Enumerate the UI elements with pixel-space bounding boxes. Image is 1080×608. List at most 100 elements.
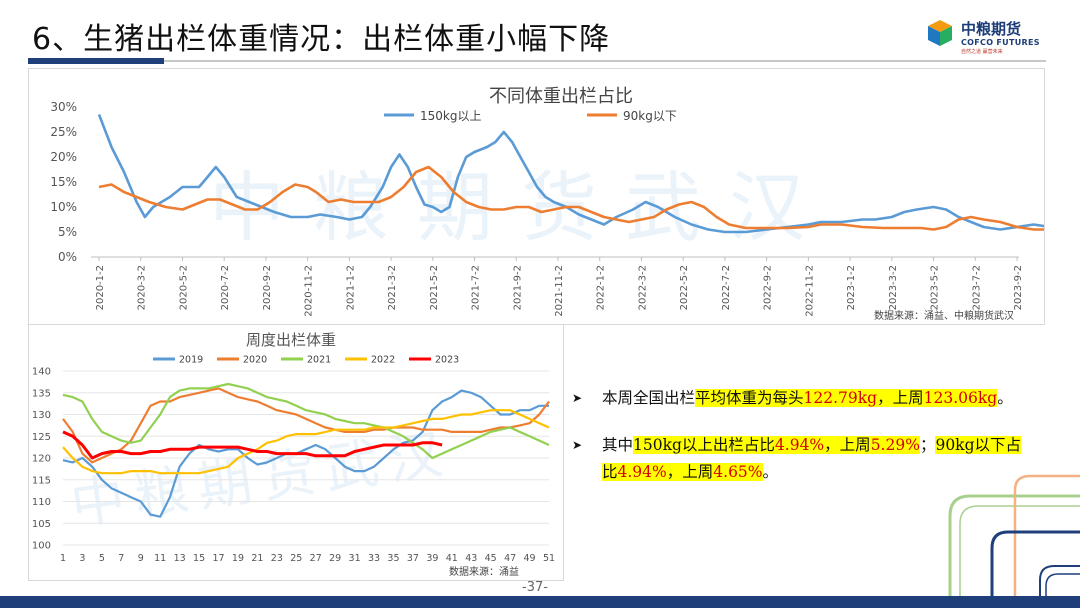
y-tick-label: 100 bbox=[32, 541, 51, 552]
bullet-segment: 上周 bbox=[892, 389, 924, 407]
x-tick-label: 2020-11-2 bbox=[304, 265, 315, 317]
x-tick-label: 39 bbox=[426, 553, 438, 564]
y-tick-label: 20% bbox=[50, 150, 77, 164]
y-tick-label: 130 bbox=[32, 410, 51, 421]
y-tick-label: 105 bbox=[32, 519, 51, 530]
chart2-source: 数据来源：涌益 bbox=[449, 565, 519, 578]
bullet-segment: ， bbox=[877, 389, 893, 407]
x-tick-label: 13 bbox=[174, 553, 186, 564]
bullet-segment: 4.94% bbox=[774, 436, 825, 454]
x-tick-label: 3 bbox=[79, 553, 85, 564]
bullet-segment: 平均体重为每头 bbox=[695, 389, 804, 407]
series-line-2021 bbox=[62, 382, 550, 460]
bullet-segment: ； bbox=[919, 436, 936, 454]
x-tick-label: 19 bbox=[232, 553, 244, 564]
x-tick-label: 2023-3-2 bbox=[888, 265, 899, 310]
bullet-marker-icon: ➤ bbox=[572, 438, 583, 452]
weight-share-chart: 中粮期货武汉 30% 25% 20% 15% 10% 5% 0% 2020-1-2 2020-3-… bbox=[28, 68, 1080, 325]
legend-label: 2023 bbox=[435, 355, 459, 366]
bullet-segment: 123.06kg bbox=[923, 389, 998, 407]
x-tick-label: 2021-7-2 bbox=[471, 265, 482, 310]
x-tick-label: 11 bbox=[154, 553, 166, 564]
x-tick-label: 2022-11-2 bbox=[804, 265, 815, 317]
footer-bar bbox=[0, 596, 1080, 608]
x-tick-label: 2020-7-2 bbox=[220, 265, 231, 310]
chart1-source: 数据来源：涌益、中粮期货武汉 bbox=[874, 309, 1014, 322]
x-tick-label: 5 bbox=[99, 553, 105, 564]
x-tick-label: 2021-11-2 bbox=[554, 265, 565, 317]
x-tick-label: 2022-9-2 bbox=[763, 265, 774, 310]
y-tick-label: 120 bbox=[32, 454, 51, 465]
x-tick-label: 27 bbox=[310, 553, 322, 564]
x-tick-label: 2022-1-2 bbox=[596, 265, 607, 310]
x-tick-label: 7 bbox=[118, 553, 124, 564]
x-tick-label: 41 bbox=[446, 553, 458, 564]
chart2-title: 周度出栏体重 bbox=[246, 331, 336, 349]
x-tick-label: 51 bbox=[543, 553, 555, 564]
cofco-logo: 中粮期货 COFCO FUTURES 自然之道 赢营未来 bbox=[925, 18, 1055, 58]
y-tick-label: 0% bbox=[58, 250, 77, 264]
weekly-weight-chart: 中粮期货武汉 140 135 130 125 120 115 110 105 100 1 3 5 7 9 11… bbox=[28, 324, 564, 581]
x-tick-label: 31 bbox=[349, 553, 361, 564]
x-tick-label: 23 bbox=[271, 553, 283, 564]
y-tick-label: 110 bbox=[32, 497, 51, 508]
x-tick-label: 2023-1-2 bbox=[846, 265, 857, 310]
legend-label: 2020 bbox=[243, 355, 267, 366]
x-tick-label: 2021-9-2 bbox=[512, 265, 523, 310]
bullet-marker-icon: ➤ bbox=[572, 391, 583, 405]
x-tick-label: 2023-5-2 bbox=[930, 265, 941, 310]
x-tick-label: 21 bbox=[251, 553, 263, 564]
x-tick-label: 2020-9-2 bbox=[262, 265, 273, 310]
x-tick-label: 2021-3-2 bbox=[387, 265, 398, 310]
corner-decoration bbox=[948, 474, 1080, 608]
series-line-150kg以上 bbox=[97, 114, 1080, 234]
bullet-2: ➤ 其中150kg以上出栏占比4.94%，上周5.29%；90kg以下占比4.94… bbox=[572, 432, 1032, 486]
bullet-segment: 4.94% bbox=[617, 463, 667, 481]
bullet-segment: 150kg以上出栏占比 bbox=[633, 436, 775, 454]
page-title: 6、生猪出栏体重情况：出栏体重小幅下降 bbox=[32, 22, 611, 57]
logo-tagline: 自然之道 赢营未来 bbox=[961, 49, 1003, 55]
y-tick-label: 135 bbox=[32, 388, 51, 399]
x-tick-label: 2023-7-2 bbox=[971, 265, 982, 310]
x-tick-label: 37 bbox=[407, 553, 419, 564]
series-line-2023 bbox=[62, 430, 443, 460]
y-tick-label: 10% bbox=[50, 200, 77, 214]
bullet-segment: 其中 bbox=[602, 436, 634, 454]
x-tick-label: 25 bbox=[290, 553, 302, 564]
legend-label: 2021 bbox=[307, 355, 331, 366]
x-tick-label: 2023-9-2 bbox=[1013, 265, 1024, 310]
bullet-1-text: 本周全国出栏平均体重为每头122.79kg，上周123.06kg。 bbox=[602, 389, 1013, 407]
x-tick-label: 2021-5-2 bbox=[429, 265, 440, 310]
bullet-segment: ，上周 bbox=[824, 436, 871, 454]
y-tick-label: 25% bbox=[50, 125, 77, 139]
x-tick-label: 49 bbox=[524, 553, 536, 564]
bullet-segment: 5.29% bbox=[870, 436, 920, 454]
summary-bullets: ➤ 本周全国出栏平均体重为每头122.79kg，上周123.06kg。 ➤ 其中15… bbox=[572, 385, 1032, 506]
legend-label: 2022 bbox=[371, 355, 395, 366]
y-tick-label: 30% bbox=[50, 100, 77, 114]
title-accent-bar bbox=[28, 58, 164, 64]
x-tick-label: 35 bbox=[387, 553, 399, 564]
logo-text-en: COFCO FUTURES bbox=[961, 38, 1040, 47]
legend-label: 90kg以下 bbox=[623, 109, 677, 123]
x-tick-label: 2020-5-2 bbox=[178, 265, 189, 310]
x-tick-label: 17 bbox=[212, 553, 224, 564]
x-tick-label: 45 bbox=[485, 553, 497, 564]
bullet-segment: 4.65% bbox=[713, 463, 763, 481]
series-line-2019 bbox=[62, 389, 549, 518]
x-tick-label: 2022-7-2 bbox=[721, 265, 732, 310]
series-line-2022 bbox=[62, 409, 550, 475]
cube-logo-icon bbox=[928, 20, 952, 46]
legend-label: 150kg以上 bbox=[420, 109, 481, 123]
y-tick-label: 140 bbox=[32, 367, 51, 378]
x-tick-label: 47 bbox=[504, 553, 516, 564]
y-tick-label: 5% bbox=[58, 225, 77, 239]
x-tick-label: 33 bbox=[368, 553, 380, 564]
x-tick-label: 2020-1-2 bbox=[95, 265, 106, 310]
x-tick-label: 2020-3-2 bbox=[137, 265, 148, 310]
x-tick-label: 9 bbox=[138, 553, 144, 564]
bullet-segment: 。 bbox=[997, 389, 1013, 407]
bullet-segment: ，上周 bbox=[666, 463, 714, 481]
x-tick-label: 43 bbox=[465, 553, 477, 564]
